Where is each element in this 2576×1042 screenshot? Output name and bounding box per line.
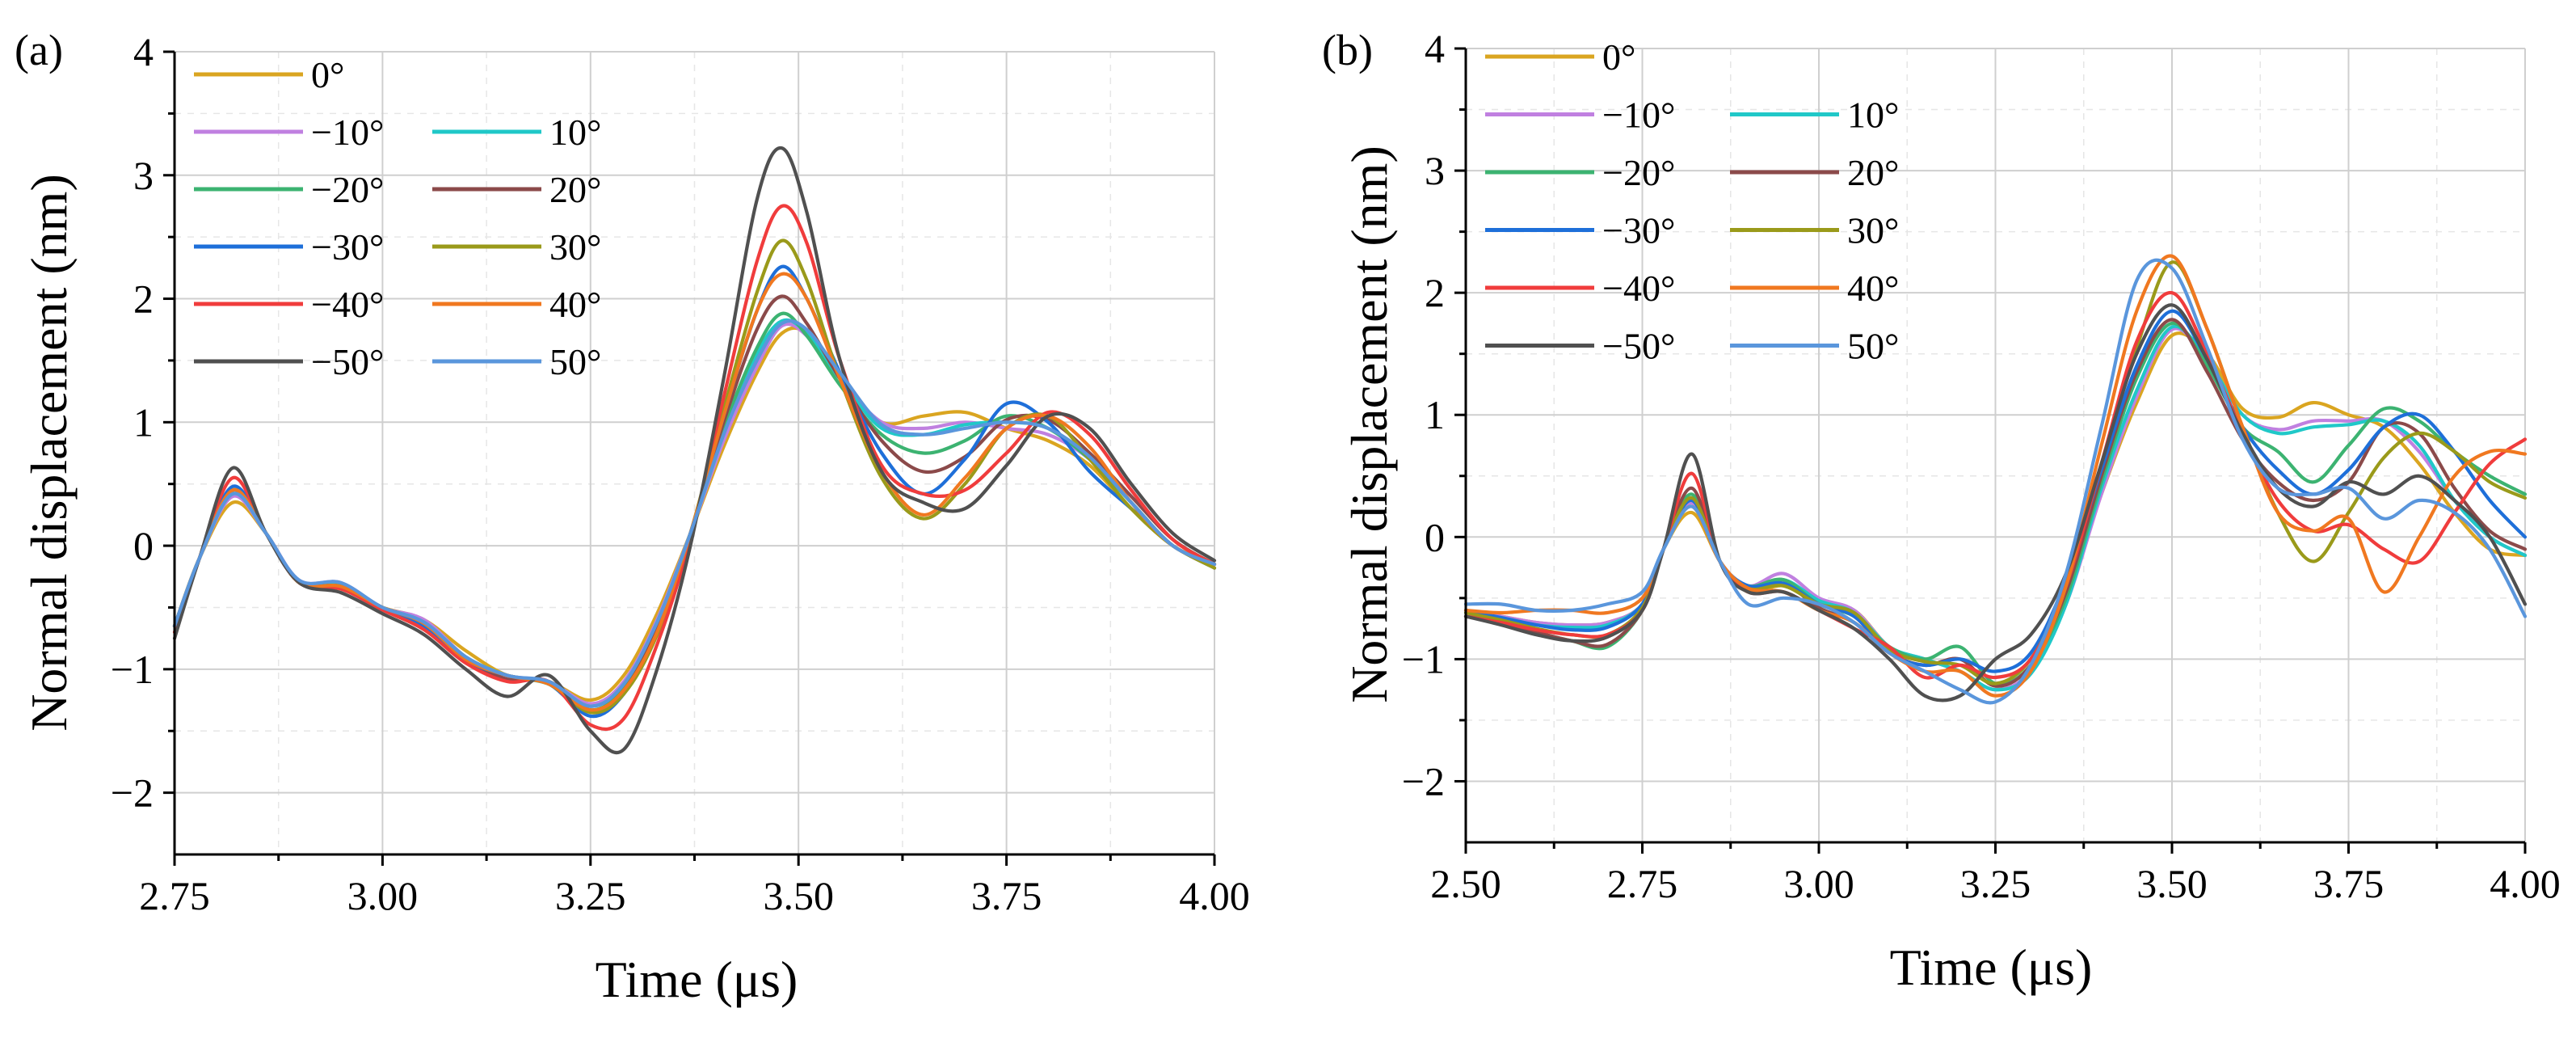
- legend-label-b-m10: −10°: [1602, 95, 1675, 136]
- x-tick-label: 2.75: [139, 873, 210, 918]
- x-tick-label: 3.25: [555, 873, 626, 918]
- chart-panel-b: (b) 2.50 2.75 3.00 3.25 3.50 3.75 4.00 −2 −1 0 1 2 3…: [1322, 26, 2561, 996]
- legend-label-a-p50: 50°: [549, 341, 601, 382]
- y-tick-label: 4: [133, 29, 154, 74]
- legend-label-b-m40: −40°: [1602, 268, 1675, 309]
- legend-label-b-m50: −50°: [1602, 326, 1675, 367]
- x-axis-title-b: Time (μs): [1890, 939, 2093, 996]
- y-axis-title-a: Normal displacement (nm): [20, 174, 78, 732]
- x-tick-label: 3.25: [1960, 861, 2031, 906]
- axes-a: 2.75 3.00 3.25 3.50 3.75 4.00 −2 −1 0 1 2 3 4: [111, 29, 1250, 918]
- legend-b: 0° −10° 10° −20° 20° −30° 30° −40° 40° −50° 50°: [1485, 36, 1899, 367]
- x-tick-label: 3.00: [347, 873, 419, 918]
- legend-label-b-m30: −30°: [1602, 210, 1675, 251]
- legend-label-b-p20: 20°: [1847, 152, 1899, 193]
- legend-label-a-p20: 20°: [549, 169, 601, 210]
- y-tick-label: −1: [1402, 636, 1445, 681]
- y-axis-title-b: Normal displacement (nm): [1341, 146, 1398, 703]
- legend-label-a-m20: −20°: [311, 169, 384, 210]
- y-tick-label: −2: [1402, 758, 1445, 804]
- y-tick-label: 0: [133, 523, 154, 568]
- legend-label-a-m10: −10°: [311, 112, 384, 153]
- chart-panel-a: (a) 2.75 3.00 3.25 3.50 3.75 4.00 −2 −1 0 1 2 3 4 0°…: [15, 26, 1250, 1008]
- axes-b: 2.50 2.75 3.00 3.25 3.50 3.75 4.00 −2 −1 0 1 2 3 4: [1402, 26, 2561, 906]
- legend-label-b-m20: −20°: [1602, 152, 1675, 193]
- series-group-b: [1463, 254, 2528, 705]
- x-tick-label: 3.75: [971, 873, 1042, 918]
- x-tick-label: 3.50: [763, 873, 834, 918]
- series-group-a: [172, 146, 1217, 755]
- legend-label-b-p30: 30°: [1847, 210, 1899, 251]
- x-tick-label: 3.75: [2313, 861, 2384, 906]
- legend-label-a-p40: 40°: [549, 284, 601, 325]
- legend-label-a-p30: 30°: [549, 226, 601, 268]
- legend-label-b-p10: 10°: [1847, 95, 1899, 136]
- legend-label-b-p50: 50°: [1847, 326, 1899, 367]
- legend-label-a-m30: −30°: [311, 226, 384, 268]
- series-line-a-p50: [172, 319, 1217, 708]
- legend-label-a-m50: −50°: [311, 341, 384, 382]
- y-tick-label: −1: [111, 647, 154, 692]
- x-tick-label: 4.00: [1179, 873, 1250, 918]
- legend-a: 0° −10° 10° −20° 20° −30° 30° −40° 40° −50° 50°: [194, 54, 601, 382]
- y-tick-label: 3: [1425, 148, 1445, 193]
- x-tick-label: 2.75: [1607, 861, 1678, 906]
- y-tick-label: 2: [1425, 270, 1445, 315]
- x-tick-label: 3.00: [1783, 861, 1854, 906]
- y-tick-label: −2: [111, 770, 154, 816]
- legend-label-a-p0: 0°: [311, 54, 344, 95]
- series-line-b-p50: [1463, 258, 2528, 705]
- x-tick-label: 4.00: [2490, 861, 2561, 906]
- legend-label-b-p0: 0°: [1602, 36, 1635, 78]
- y-tick-label: 2: [133, 276, 154, 322]
- x-tick-label: 2.50: [1430, 861, 1501, 906]
- y-tick-label: 3: [133, 153, 154, 198]
- legend-label-b-p40: 40°: [1847, 268, 1899, 309]
- y-tick-label: 1: [133, 399, 154, 445]
- y-tick-label: 1: [1425, 392, 1445, 437]
- x-axis-title-a: Time (μs): [596, 951, 798, 1008]
- panel-label-a: (a): [15, 26, 63, 74]
- x-tick-label: 3.50: [2136, 861, 2208, 906]
- panel-label-b: (b): [1322, 26, 1373, 74]
- y-tick-label: 4: [1425, 26, 1445, 71]
- legend-label-a-m40: −40°: [311, 284, 384, 325]
- series-line-b-m50: [1463, 303, 2528, 702]
- legend-label-a-p10: 10°: [549, 112, 601, 153]
- y-tick-label: 0: [1425, 514, 1445, 559]
